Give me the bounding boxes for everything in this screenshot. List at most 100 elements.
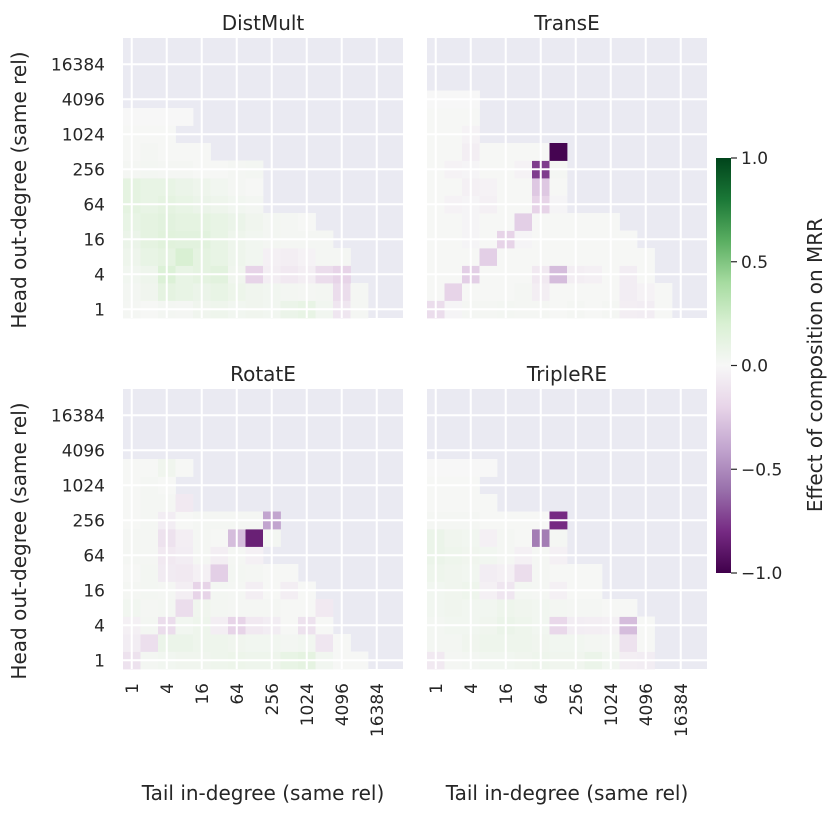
y-axis-label-bottom: Head out-degree (same rel) xyxy=(7,402,31,679)
x-tick-label: 4 xyxy=(158,683,178,694)
heatmap-cell xyxy=(245,178,264,196)
heatmap-cell xyxy=(444,459,463,477)
heatmap-cell xyxy=(140,634,159,652)
heatmap-cell xyxy=(619,599,638,617)
y-tick-label: 16384 xyxy=(51,55,105,75)
panel-title-transe: TransE xyxy=(533,11,600,35)
heatmap-cell xyxy=(654,283,673,301)
heatmap-cell xyxy=(280,564,299,582)
heatmap-cell xyxy=(350,283,369,301)
panel-transe: TransE xyxy=(427,11,707,319)
y-tick-label: 16 xyxy=(83,230,105,250)
colorbar-tick-label: −1.0 xyxy=(741,564,782,584)
y-tick-label: 4 xyxy=(94,616,105,636)
colorbar-tick-label: 1.0 xyxy=(741,149,768,169)
colorbar-gradient xyxy=(716,158,731,573)
x-tick-label: 1 xyxy=(427,683,447,694)
heatmap-cell xyxy=(175,108,194,126)
heatmap-cell xyxy=(140,248,159,266)
heatmap-cell xyxy=(584,634,603,652)
heatmap-cell xyxy=(280,599,299,617)
heatmap-cell xyxy=(315,248,334,266)
heatmap-cell xyxy=(479,599,498,617)
heatmap-cell xyxy=(175,283,194,301)
heatmap-cell xyxy=(175,634,194,652)
heatmap-cell xyxy=(444,143,463,161)
colorbar: 1.0 0.5 0.0 −0.5 −1.0 xyxy=(716,149,782,584)
y-tick-label: 64 xyxy=(83,546,105,566)
heatmap-cell xyxy=(175,143,194,161)
x-tick-label: 4096 xyxy=(637,683,657,726)
heatmap-cell xyxy=(584,564,603,582)
heatmap-cell xyxy=(549,248,568,266)
heatmap-cell xyxy=(479,564,498,582)
heatmap-cell xyxy=(549,143,568,161)
x-tick-label: 16384 xyxy=(368,683,388,737)
heatmap-cell xyxy=(619,634,638,652)
heatmap-cell xyxy=(444,213,463,231)
x-tick-label: 1 xyxy=(123,683,143,694)
heatmap-cell xyxy=(444,178,463,196)
x-tick-label: 1024 xyxy=(602,683,622,726)
heatmap-cell xyxy=(140,564,159,582)
heatmap-cell xyxy=(514,248,533,266)
heatmap-cell xyxy=(479,248,498,266)
heatmap-cell xyxy=(245,529,264,547)
heatmap-cell xyxy=(479,283,498,301)
heatmap-cell xyxy=(140,283,159,301)
heatmap-cell xyxy=(140,213,159,231)
heatmap-cell xyxy=(210,599,229,617)
heatmap-cell xyxy=(175,248,194,266)
heatmap-cell xyxy=(175,529,194,547)
x-tick-label: 16 xyxy=(193,683,213,705)
heatmap-cell xyxy=(479,178,498,196)
heatmap-cell xyxy=(245,599,264,617)
heatmap-cell xyxy=(479,213,498,231)
heatmap-cell xyxy=(140,178,159,196)
x-tick-label: 4 xyxy=(462,683,482,694)
heatmap-cell xyxy=(175,178,194,196)
heatmap-cell xyxy=(444,529,463,547)
panel-title-distmult: DistMult xyxy=(222,11,305,35)
heatmap-cell xyxy=(619,248,638,266)
heatmap-cell xyxy=(514,213,533,231)
heatmap-cell xyxy=(479,143,498,161)
y-tick-label: 1024 xyxy=(62,476,105,496)
x-tick-label: 256 xyxy=(263,683,283,715)
colorbar-tick-label: 0.5 xyxy=(741,253,768,273)
heatmap-cell xyxy=(245,634,264,652)
panel-rotate: RotatE xyxy=(123,362,403,670)
y-axis-label-top: Head out-degree (same rel) xyxy=(7,51,31,328)
heatmap-cell xyxy=(444,494,463,512)
heatmap-cell xyxy=(245,564,264,582)
y-tick-label: 16 xyxy=(83,581,105,601)
heatmap-cell xyxy=(584,248,603,266)
heatmap-cell xyxy=(210,564,229,582)
heatmap-cell xyxy=(444,108,463,126)
axis-ticks: 1 4 16 64 256 1024 4096 16384 1 4 16 64 256 1024 4096 1… xyxy=(51,55,692,737)
x-tick-label: 256 xyxy=(567,683,587,715)
y-tick-label: 4 xyxy=(94,265,105,285)
heatmap-cell xyxy=(479,459,498,477)
x-tick-label: 16384 xyxy=(672,683,692,737)
heatmap-cell xyxy=(479,634,498,652)
panel-title-triplere: TripleRE xyxy=(526,362,607,386)
x-tick-label: 64 xyxy=(532,683,552,705)
y-tick-label: 16384 xyxy=(51,406,105,426)
heatmap-cell xyxy=(549,634,568,652)
panel-triplere: TripleRE xyxy=(427,362,707,670)
heatmap-cell xyxy=(210,178,229,196)
y-tick-label: 256 xyxy=(73,511,105,531)
heatmap-cell xyxy=(549,213,568,231)
x-tick-label: 4096 xyxy=(333,683,353,726)
heatmap-cell xyxy=(175,494,194,512)
heatmap-cell xyxy=(514,143,533,161)
heatmap-cell xyxy=(175,599,194,617)
heatmap-cell xyxy=(514,529,533,547)
heatmap-cell xyxy=(584,599,603,617)
heatmap-cell xyxy=(140,494,159,512)
x-tick-label: 1024 xyxy=(298,683,318,726)
heatmap-cell xyxy=(514,599,533,617)
heatmap-cell xyxy=(514,283,533,301)
